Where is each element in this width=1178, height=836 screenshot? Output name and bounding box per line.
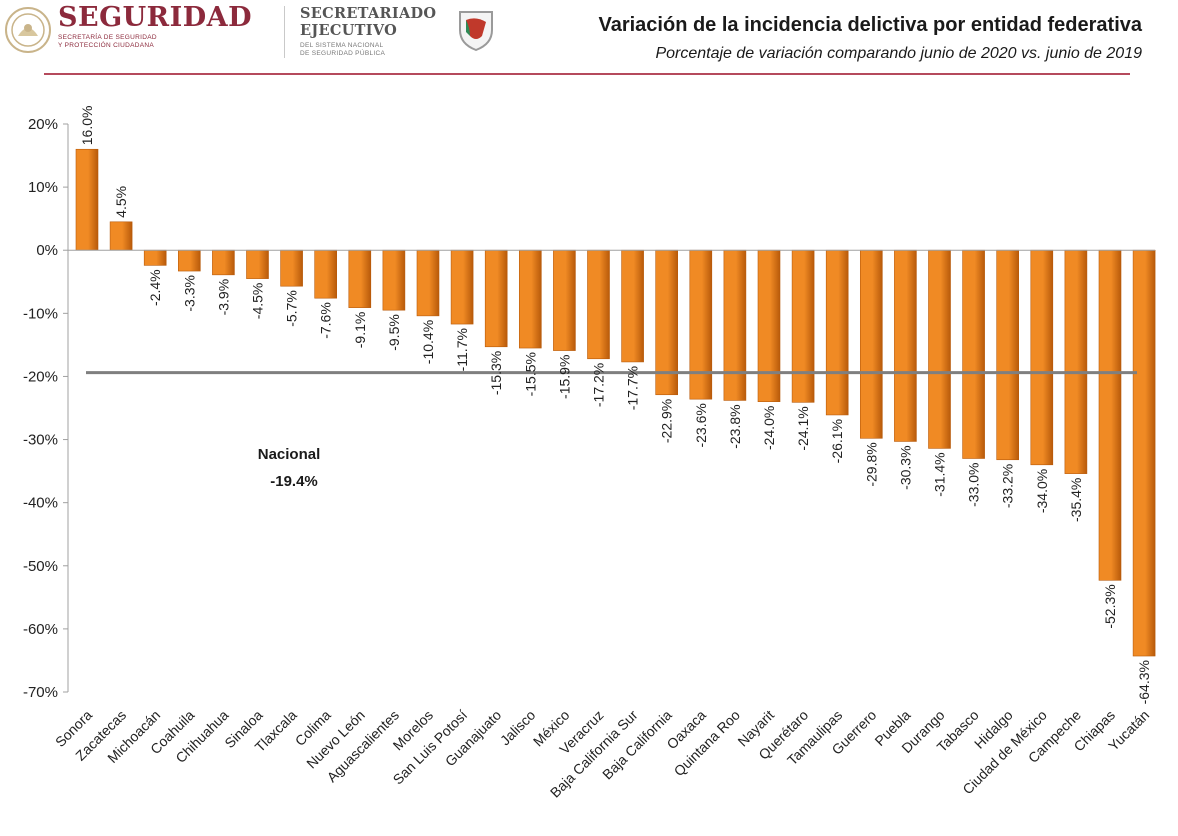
header-divider <box>284 6 285 58</box>
value-label: -31.4% <box>932 452 948 496</box>
value-label: -10.4% <box>420 320 436 364</box>
bar-morelos <box>416 249 440 317</box>
value-label: -35.4% <box>1068 478 1084 522</box>
national-value-label: -19.4% <box>270 473 318 490</box>
y-tick-label: -30% <box>23 432 58 449</box>
value-label: -11.7% <box>454 328 470 371</box>
chart-subtitle: Porcentaje de variación comparando junio… <box>655 45 1142 62</box>
y-tick-label: -70% <box>23 684 58 701</box>
bar-coahuila <box>178 249 201 272</box>
y-tick-label: -10% <box>23 305 58 322</box>
value-label: -33.0% <box>966 462 982 506</box>
y-tick-label: 10% <box>28 179 58 196</box>
value-label: -24.0% <box>761 406 777 450</box>
bar-san-luis-potos- <box>450 249 474 325</box>
brand-sub-1: SECRETARÍA DE SEGURIDAD <box>58 34 157 41</box>
y-tick-label: -40% <box>23 495 58 512</box>
value-label: -33.2% <box>1000 464 1016 508</box>
y-tick-label: -50% <box>23 558 58 575</box>
bar-quintana-roo <box>723 249 747 401</box>
sec-name-2: EJECUTIVO <box>300 22 398 39</box>
value-label: -23.8% <box>727 404 743 448</box>
bar-tabasco <box>962 249 985 459</box>
bar-campeche <box>1064 249 1088 474</box>
value-label: -52.3% <box>1102 584 1118 628</box>
bar-nayarit <box>757 249 781 402</box>
brand-name: SEGURIDAD <box>58 2 253 33</box>
bar-chiapas <box>1098 249 1122 581</box>
chart-title: Variación de la incidencia delictiva por… <box>598 14 1142 36</box>
y-tick-label: -60% <box>23 621 58 638</box>
value-label: -9.1% <box>352 312 368 349</box>
y-tick-label: 20% <box>28 116 58 133</box>
value-label: -15.5% <box>522 352 538 396</box>
value-label: -7.6% <box>318 302 334 339</box>
bar-guanajuato <box>484 249 508 348</box>
value-label: -17.7% <box>625 366 641 410</box>
header: SEGURIDAD SECRETARÍA DE SEGURIDAD Y PROT… <box>0 0 1178 80</box>
bar-chihuahua <box>212 249 235 276</box>
value-label: -3.9% <box>215 279 231 316</box>
value-label: -9.5% <box>386 314 402 351</box>
bar-durango <box>928 249 951 449</box>
value-label: -29.8% <box>863 442 879 486</box>
value-label: -15.9% <box>556 355 572 399</box>
y-tick-label: 0% <box>36 242 58 259</box>
brand-block: SEGURIDAD SECRETARÍA DE SEGURIDAD Y PROT… <box>58 2 252 50</box>
bar-hidalgo <box>996 249 1020 461</box>
y-tick-label: -20% <box>23 368 58 385</box>
bar-tamaulipas <box>825 249 849 416</box>
value-label: -3.3% <box>181 275 197 312</box>
sec-sub-1: DEL SISTEMA NACIONAL <box>300 42 384 49</box>
value-label: -24.1% <box>795 406 811 450</box>
national-label: Nacional <box>258 446 321 463</box>
value-label: -22.9% <box>659 399 675 443</box>
national-seal-icon <box>5 7 51 53</box>
sec-name-1: SECRETARIADO <box>300 5 437 22</box>
bar-baja-california-sur <box>621 249 644 363</box>
bar-colima <box>314 249 338 299</box>
bar-ciudad-de-m-xico <box>1030 249 1054 466</box>
bar-m-xico <box>553 249 576 351</box>
bar-tlaxcala <box>280 249 303 287</box>
bar-veracruz <box>587 249 610 360</box>
bar-sinaloa <box>246 249 269 279</box>
bar-nuevo-le-n <box>348 249 372 308</box>
bar-oaxaca <box>689 249 713 400</box>
value-label: -17.2% <box>591 363 607 407</box>
bar-sonora <box>75 148 99 251</box>
brand-sub-2: Y PROTECCIÓN CIUDADANA <box>58 42 155 49</box>
value-label: -4.5% <box>250 283 266 320</box>
bar-yucat-n <box>1132 249 1156 657</box>
value-label: 4.5% <box>113 186 129 218</box>
bar-aguascalientes <box>382 249 406 311</box>
bar-guerrero <box>859 249 883 439</box>
shield-logo-icon <box>459 11 493 52</box>
bar-puebla <box>894 249 917 442</box>
bar-zacatecas <box>109 221 133 251</box>
sec-sub-2: DE SEGURIDAD PÚBLICA <box>300 50 386 57</box>
value-label: -34.0% <box>1034 469 1050 513</box>
value-label: -64.3% <box>1136 660 1152 704</box>
value-label: -2.4% <box>147 269 163 306</box>
value-label: -26.1% <box>829 419 845 463</box>
bar-jalisco <box>518 249 542 349</box>
value-label: -5.7% <box>284 290 300 327</box>
category-label: Jalisco <box>497 707 539 749</box>
bar-michoac-n <box>143 249 167 266</box>
value-label: 16.0% <box>79 106 95 146</box>
header-rule <box>44 73 1130 75</box>
value-label: -15.3% <box>488 351 504 395</box>
bar-quer-taro <box>791 249 815 403</box>
secretariado-block: SECRETARIADO EJECUTIVO DEL SISTEMA NACIO… <box>300 5 436 58</box>
value-label: -30.3% <box>897 445 913 489</box>
value-label: -23.6% <box>693 403 709 447</box>
